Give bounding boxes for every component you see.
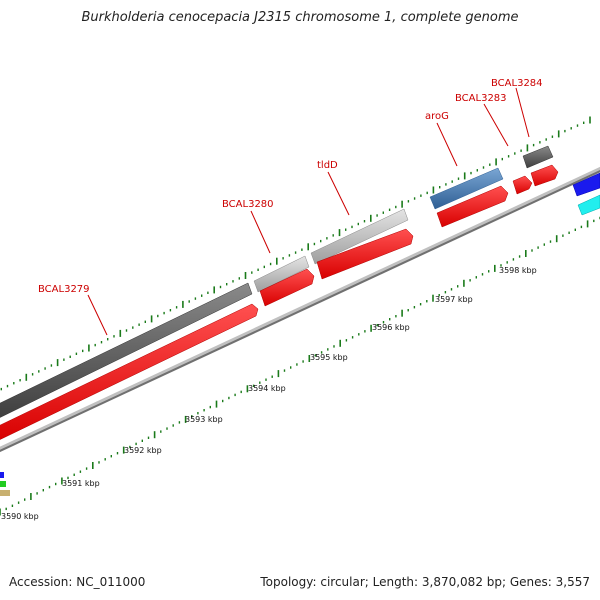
scale-label: 3597 kbp: [435, 295, 473, 304]
scale-label: 3596 kbp: [372, 323, 410, 332]
cds-arrow-bcal3284[interactable]: [530, 164, 559, 187]
gene-label-bcal3284[interactable]: BCAL3284: [491, 78, 543, 89]
gene-bar-bcal3284[interactable]: [522, 145, 554, 169]
cds-arrow-tldD[interactable]: [316, 228, 414, 280]
scale-label: 3592 kbp: [124, 446, 162, 455]
left-edge-features: [0, 472, 10, 496]
gene-bar-tldD[interactable]: [310, 208, 409, 265]
genome-summary-text: Topology: circular; Length: 3,870,082 bp…: [260, 575, 590, 589]
scale-labels: 3590 kbp 3591 kbp 3592 kbp 3593 kbp 3594…: [1, 266, 537, 521]
backbone: [0, 166, 600, 453]
inner-tick-track: [0, 216, 600, 516]
accession-text: Accession: NC_011000: [9, 575, 146, 589]
scale-label: 3595 kbp: [310, 353, 348, 362]
gene-label-bcal3279[interactable]: BCAL3279: [38, 284, 90, 295]
scale-label: 3594 kbp: [248, 384, 286, 393]
edge-gene-blue[interactable]: [572, 172, 600, 197]
cds-arrow-bcal3279[interactable]: [0, 303, 259, 442]
gene-label-tldD[interactable]: tldD: [317, 160, 338, 171]
gene-labels: BCAL3279 BCAL3280 tldD aroG BCAL3283 BCA…: [38, 78, 543, 336]
gene-bar-bcal3279[interactable]: [0, 282, 253, 420]
edge-gene-tan-left[interactable]: [0, 490, 10, 496]
cds-features: [0, 164, 559, 442]
gene-label-bcal3283[interactable]: BCAL3283: [455, 93, 507, 104]
edge-features: [572, 172, 600, 216]
outer-tick-track: [0, 116, 591, 391]
gene-bar-aroG[interactable]: [429, 167, 504, 210]
cds-arrow-bcal3280[interactable]: [259, 268, 315, 307]
map-title: Burkholderia cenocepacia J2315 chromosom…: [81, 10, 519, 25]
gene-features: [0, 145, 554, 420]
scale-label: 3591 kbp: [62, 479, 100, 488]
gene-label-bcal3280[interactable]: BCAL3280: [222, 199, 274, 210]
edge-gene-green-left[interactable]: [0, 481, 6, 487]
cds-arrow-aroG[interactable]: [436, 185, 509, 228]
cds-arrow-bcal3283[interactable]: [512, 175, 533, 195]
scale-label: 3593 kbp: [185, 415, 223, 424]
scale-label: 3590 kbp: [1, 512, 39, 521]
gene-label-aroG[interactable]: aroG: [425, 111, 449, 122]
gene-bar-bcal3280[interactable]: [253, 255, 310, 293]
scale-label: 3598 kbp: [499, 266, 537, 275]
edge-gene-blue-left[interactable]: [0, 472, 4, 478]
edge-gene-cyan[interactable]: [577, 194, 600, 216]
